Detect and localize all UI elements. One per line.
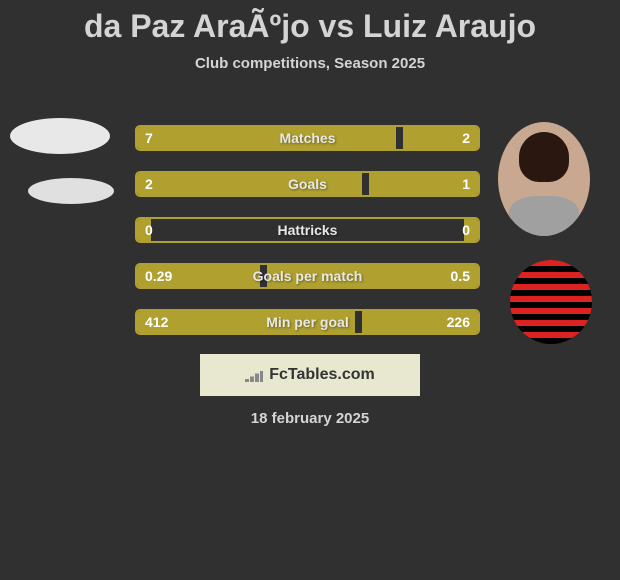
bar-chart-icon <box>245 368 263 382</box>
team-left-logo <box>28 178 114 204</box>
stat-label: Matches <box>137 130 478 146</box>
stat-label: Min per goal <box>137 314 478 330</box>
player-left-avatar <box>10 118 110 154</box>
stat-row-min-per-goal: 412 Min per goal 226 <box>135 309 480 335</box>
stat-row-hattricks: 0 Hattricks 0 <box>135 217 480 243</box>
stat-label: Goals per match <box>137 268 478 284</box>
stat-right-value: 226 <box>447 314 470 330</box>
stat-right-value: 0.5 <box>451 268 470 284</box>
team-right-logo <box>510 260 592 344</box>
stat-row-goals: 2 Goals 1 <box>135 171 480 197</box>
subtitle: Club competitions, Season 2025 <box>0 55 620 72</box>
stat-label: Goals <box>137 176 478 192</box>
stat-row-matches: 7 Matches 2 <box>135 125 480 151</box>
fctables-label: FcTables.com <box>269 366 375 384</box>
date-label: 18 february 2025 <box>0 410 620 427</box>
stat-right-value: 2 <box>462 130 470 146</box>
fctables-attribution: FcTables.com <box>200 354 420 396</box>
stat-row-goals-per-match: 0.29 Goals per match 0.5 <box>135 263 480 289</box>
stat-label: Hattricks <box>137 222 478 238</box>
stat-right-value: 1 <box>462 176 470 192</box>
comparison-card: da Paz AraÃºjo vs Luiz Araujo Club compe… <box>0 0 620 440</box>
player-right-avatar <box>498 122 590 236</box>
stats-container: 7 Matches 2 2 Goals 1 0 Hattricks 0 0.29… <box>135 125 480 355</box>
title: da Paz AraÃºjo vs Luiz Araujo <box>0 0 620 45</box>
stat-right-value: 0 <box>462 222 470 238</box>
